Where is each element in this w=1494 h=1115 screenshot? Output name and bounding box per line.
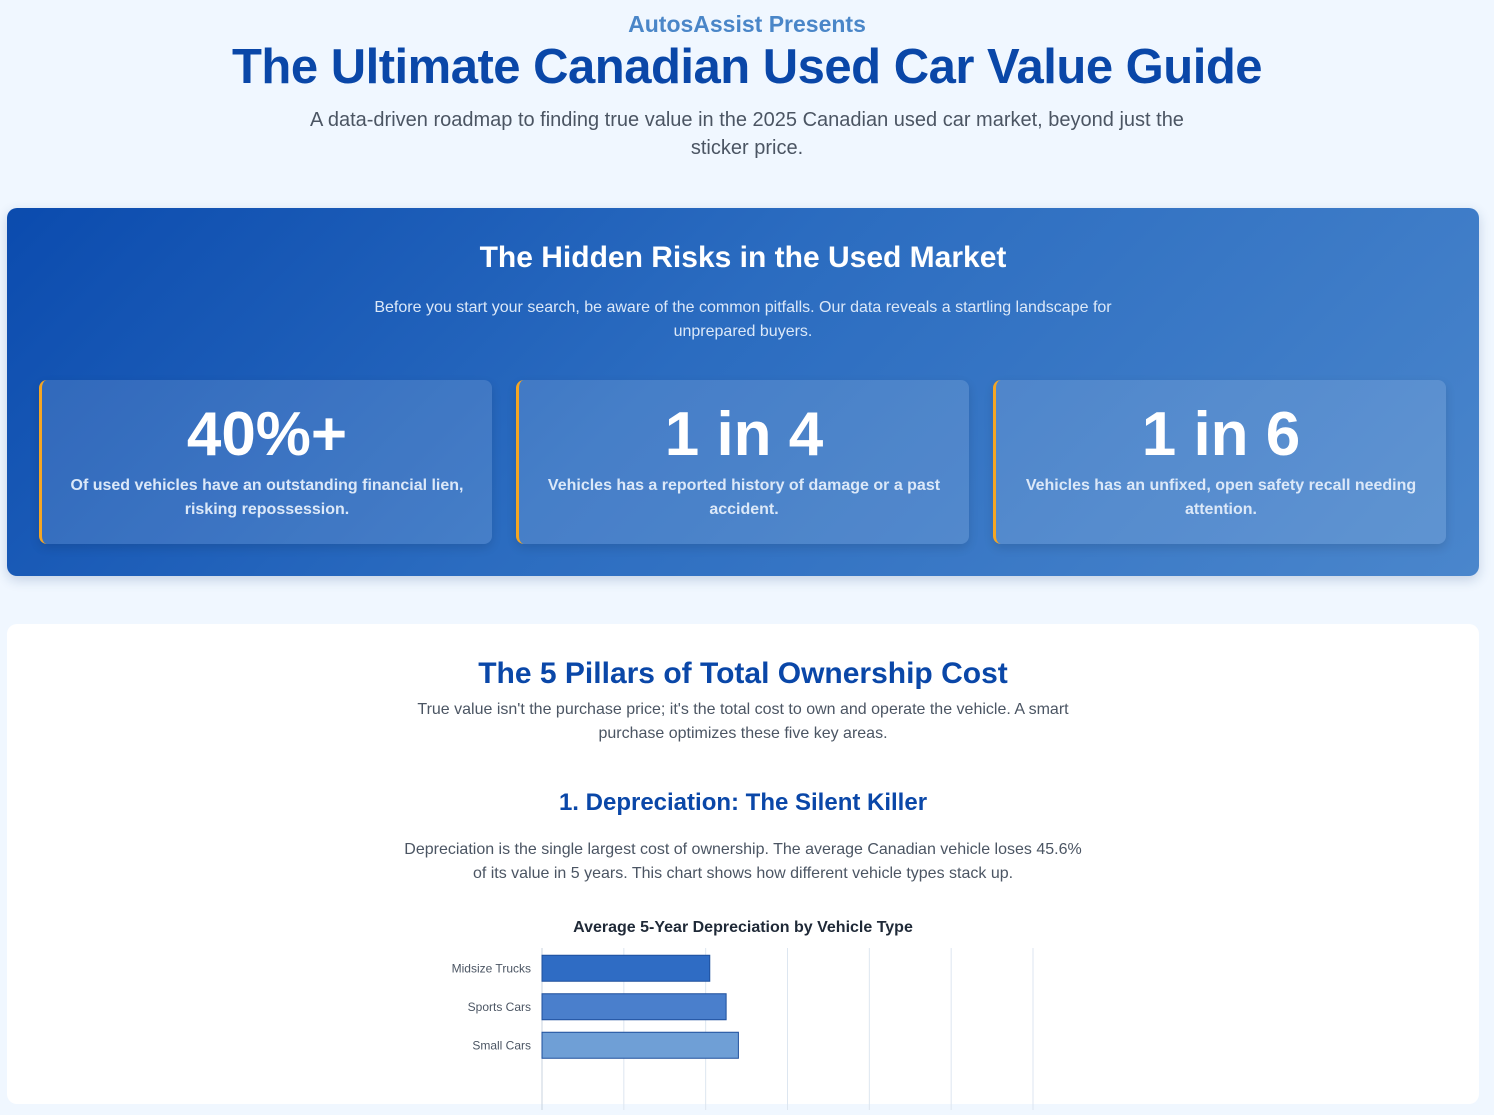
chart-category-label: Midsize Trucks (452, 961, 531, 975)
pillars-description: True value isn't the purchase price; it'… (417, 701, 1069, 742)
stat-card-damage: 1 in 4 Vehicles has a reported history o… (516, 380, 969, 544)
depreciation-description: Depreciation is the single largest cost … (404, 841, 1082, 882)
chart-category-label: Small Cars (472, 1038, 531, 1052)
stat-card-lien: 40%+ Of used vehicles have an outstandin… (39, 380, 492, 544)
stat-text: Vehicles has a reported history of damag… (547, 477, 941, 518)
chart-category-label: Sports Cars (468, 1000, 531, 1014)
hidden-risks-section: The Hidden Risks in the Used Market Befo… (7, 208, 1479, 576)
page-title: The Ultimate Canadian Used Car Value Gui… (231, 40, 1263, 94)
depreciation-chart: Average 5-Year Depreciation by Vehicle T… (7, 910, 1479, 1110)
stat-value: 1 in 6 (1141, 400, 1301, 469)
depreciation-chart-svg: Average 5-Year Depreciation by Vehicle T… (452, 919, 1034, 1110)
depreciation-title: 1. Depreciation: The Silent Killer (558, 789, 928, 816)
ownership-pillars-section: The 5 Pillars of Total Ownership Cost Tr… (7, 624, 1479, 1110)
page-header: AutosAssist Presents The Ultimate Canadi… (0, 0, 1494, 162)
pillars-title: The 5 Pillars of Total Ownership Cost (478, 657, 1008, 690)
stat-card-recall: 1 in 6 Vehicles has an unfixed, open saf… (993, 380, 1446, 544)
risks-description: Before you start your search, be aware o… (374, 299, 1112, 340)
page-subtitle: A data-driven roadmap to finding true va… (310, 109, 1184, 159)
chart-category-labels: Midsize Trucks Sports Cars Small Cars (452, 961, 531, 1052)
stat-value: 1 in 4 (664, 400, 824, 469)
chart-bar (541, 993, 727, 1021)
presents-label: AutosAssist Presents (628, 11, 866, 37)
chart-bar (541, 1031, 739, 1059)
chart-bars (541, 954, 739, 1059)
chart-title: Average 5-Year Depreciation by Vehicle T… (573, 919, 913, 936)
stat-text: Vehicles has an unfixed, open safety rec… (1025, 477, 1417, 518)
risks-title: The Hidden Risks in the Used Market (479, 241, 1007, 274)
chart-bar (541, 954, 711, 982)
stat-value: 40%+ (186, 400, 348, 469)
stat-text: Of used vehicles have an outstanding fin… (70, 477, 464, 518)
